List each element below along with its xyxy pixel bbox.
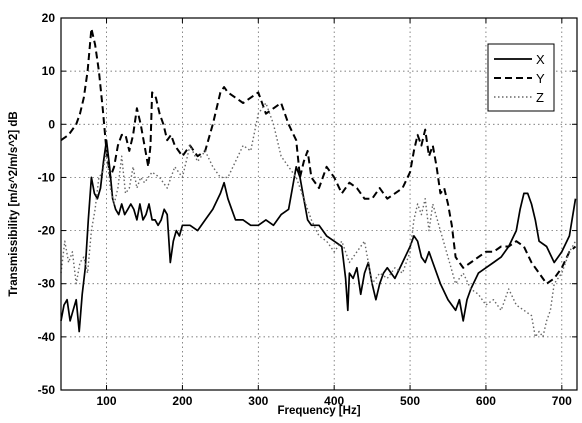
series-line-y — [60, 27, 577, 285]
y-tick-label: -30 — [38, 277, 56, 291]
y-axis-label: Transmissibility [m/s^2/m/s^2] dB — [8, 111, 20, 296]
y-tick-label: -50 — [38, 383, 56, 397]
series-layer — [60, 27, 577, 338]
x-tick-label: 200 — [172, 394, 192, 408]
y-tick-label: -20 — [38, 224, 56, 238]
grid — [61, 18, 577, 390]
plot-frame — [60, 17, 578, 391]
legend-label-y: Y — [536, 71, 545, 86]
x-tick-label: 700 — [552, 394, 572, 408]
y-tick-label: -40 — [38, 330, 56, 344]
x-tick-label: 500 — [400, 394, 420, 408]
axis-ticks: 100 200 300 400 500 600 700 -50 -40 -30 -20 -10 0 10 2… — [38, 11, 577, 408]
x-tick-label: 300 — [248, 394, 268, 408]
x-tick-label: 100 — [97, 394, 117, 408]
legend-label-z: Z — [536, 90, 544, 105]
y-tick-label: 20 — [42, 11, 56, 25]
x-axis-label: Frequency [Hz] — [277, 405, 360, 417]
x-tick-label: 600 — [476, 394, 496, 408]
legend: XYZ — [487, 43, 555, 112]
x-tick-label: 400 — [324, 394, 344, 408]
y-tick-label: -10 — [38, 170, 56, 184]
y-tick-label: 10 — [42, 64, 56, 78]
legend-label-x: X — [536, 52, 545, 67]
y-tick-label: 0 — [48, 117, 55, 131]
series-line-x — [60, 139, 577, 333]
